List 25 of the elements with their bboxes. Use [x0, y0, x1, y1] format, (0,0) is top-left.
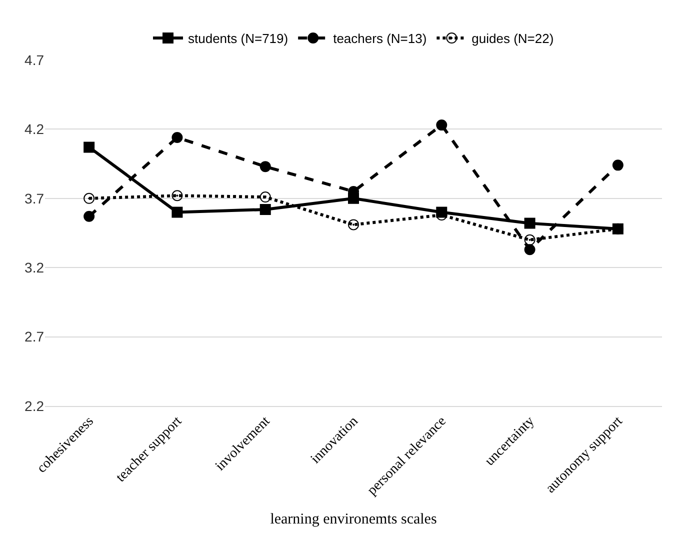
point [260, 192, 271, 203]
point [612, 160, 624, 171]
point [172, 190, 183, 202]
point [436, 120, 448, 131]
y-tick-label: 3.2 [24, 260, 44, 276]
point [524, 234, 536, 246]
legend-label: teachers (N=13) [333, 31, 427, 46]
point [524, 244, 536, 256]
point [348, 219, 359, 230]
x-axis-title: learning environemts scales [270, 512, 437, 528]
y-tick-label: 3.7 [24, 190, 44, 206]
point [172, 206, 183, 218]
point [260, 204, 271, 215]
point [260, 161, 271, 172]
y-tick-label: 2.2 [24, 398, 44, 414]
point [524, 218, 536, 229]
point [84, 210, 95, 222]
y-tick-label: 4.2 [24, 121, 44, 138]
legend-label: guides (N=22) [472, 31, 554, 46]
y-tick-label: 2.7 [24, 328, 44, 345]
point [84, 192, 95, 204]
point [172, 132, 183, 143]
y-tick-label: 4.7 [24, 52, 44, 68]
legend-label: students (N=719) [188, 31, 288, 46]
point [84, 142, 95, 153]
